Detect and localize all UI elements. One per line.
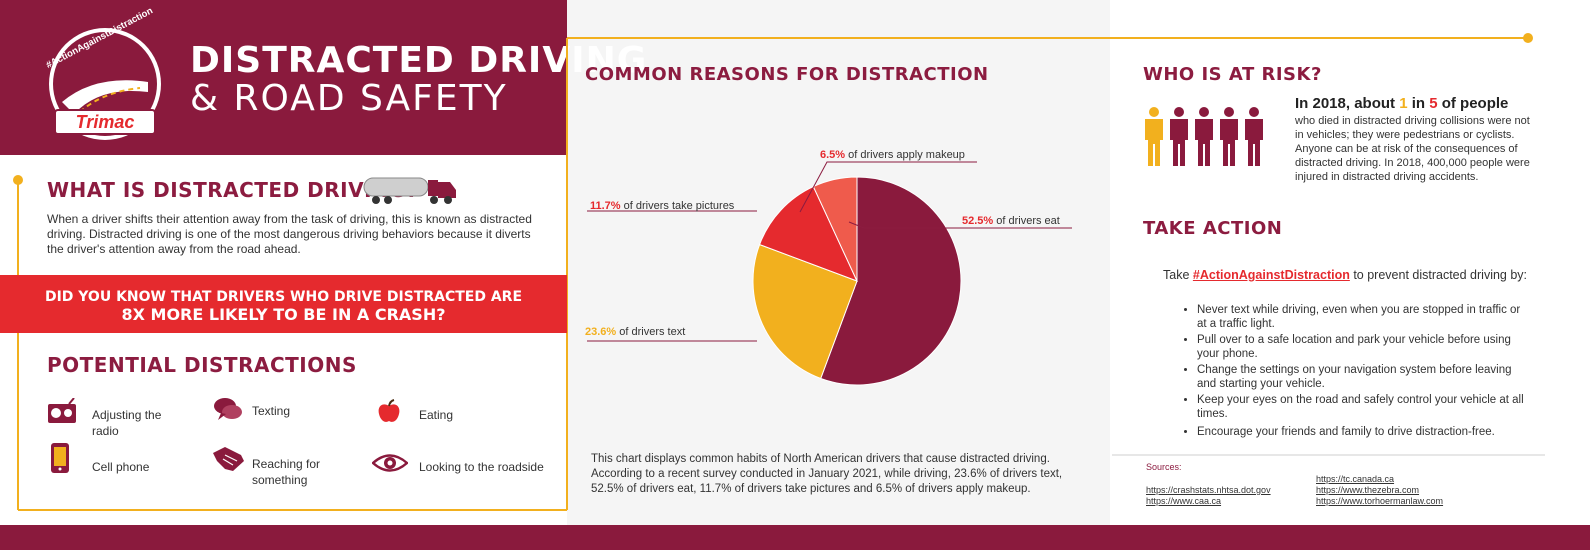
phone-icon	[51, 443, 69, 473]
pie-label-eat-pct: 52.5%	[962, 215, 994, 227]
pie-label-makeup-text: of drivers apply makeup	[848, 149, 965, 161]
action-intro: Take #ActionAgainstDistraction to preven…	[1163, 268, 1527, 282]
logo-brand: Trimac	[75, 112, 135, 132]
risk-stat-num1: 1	[1399, 95, 1408, 112]
action-intro-post: to prevent distracted driving by:	[1349, 268, 1528, 282]
person-icon	[1195, 107, 1213, 166]
action-list: Never text while driving, even when you …	[1183, 303, 1533, 439]
action-item: Never text while driving, even when you …	[1197, 303, 1533, 331]
person-icon	[1245, 107, 1263, 166]
eye-icon	[372, 454, 408, 472]
sources-label: Sources:	[1146, 462, 1182, 472]
person-icon	[1145, 107, 1163, 166]
action-heading: TAKE ACTION	[1143, 218, 1283, 239]
source-link[interactable]: https://www.caa.ca	[1146, 496, 1222, 506]
action-item: Encourage your friends and family to dri…	[1197, 425, 1533, 439]
what-is-body: When a driver shifts their attention awa…	[47, 212, 532, 256]
hand-icon	[213, 447, 244, 471]
pie-label-text-text: of drivers text	[619, 326, 686, 338]
banner-line1: DID YOU KNOW THAT DRIVERS WHO DRIVE DIST…	[44, 289, 523, 305]
page-title-line2: & ROAD SAFETY	[190, 78, 508, 119]
risk-stat-post: of people	[1437, 95, 1509, 112]
source-link[interactable]: https://crashstats.nhtsa.dot.gov	[1146, 485, 1271, 495]
action-hashtag-link[interactable]: #ActionAgainstDistraction	[1192, 268, 1350, 282]
distraction-label-phone: Cell phone	[92, 460, 150, 474]
pie-label-pictures-pct: 11.7%	[590, 200, 621, 212]
pie-label-text: 23.6% of drivers text	[585, 326, 685, 338]
pie-slice-eat	[820, 176, 962, 386]
distraction-label-radio: Adjusting the radio	[92, 408, 162, 438]
distraction-label-texting: Texting	[252, 404, 291, 418]
pie-label-text-pct: 23.6%	[585, 326, 617, 338]
tanker-truck-icon	[363, 177, 456, 204]
risk-stat-num2: 5	[1429, 95, 1438, 112]
pie-label-pictures: 11.7% of drivers take pictures	[590, 200, 734, 212]
risk-stat: In 2018, about 1 in 5 of people	[1295, 95, 1508, 112]
distraction-label-eating: Eating	[419, 408, 454, 422]
source-link[interactable]: https://www.thezebra.com	[1316, 485, 1420, 495]
radio-icon	[48, 398, 76, 423]
pie-leader-lines	[587, 161, 1072, 342]
pie-label-pictures-text: of drivers take pictures	[623, 200, 735, 212]
action-item: Pull over to a safe location and park yo…	[1197, 333, 1533, 361]
person-icon	[1220, 107, 1238, 166]
pie-slice-pictures	[758, 185, 858, 282]
source-link[interactable]: https://www.torhoermanlaw.com	[1316, 496, 1444, 506]
action-item: Change the settings on your navigation s…	[1197, 363, 1533, 391]
distraction-label-roadside: Looking to the roadside	[419, 460, 544, 474]
banner-line2: 8X MORE LIKELY TO BE IN A CRASH?	[121, 305, 446, 324]
source-link[interactable]: https://tc.canada.ca	[1316, 474, 1395, 484]
apple-icon	[378, 399, 400, 422]
pie-label-makeup-pct: 6.5%	[820, 149, 846, 161]
chart-title: COMMON REASONS FOR DISTRACTION	[585, 64, 989, 85]
speech-bubbles-icon	[214, 398, 242, 420]
crash-fact-banner	[0, 275, 567, 333]
person-icon	[1170, 107, 1188, 166]
risk-body: who died in distracted driving collision…	[1295, 115, 1530, 183]
risk-heading: WHO IS AT RISK?	[1143, 64, 1322, 85]
pie-slice-text	[752, 243, 858, 380]
what-is-heading: WHAT IS DISTRACTED DRIVING?	[47, 178, 419, 202]
pie-chart	[752, 176, 962, 386]
footer-bar	[0, 525, 1590, 550]
people-icons	[1145, 107, 1263, 166]
action-intro-pre: Take	[1163, 268, 1193, 282]
page-title-line1: DISTRACTED DRIVING	[190, 40, 648, 81]
risk-stat-mid: in	[1407, 95, 1430, 112]
potential-heading: POTENTIAL DISTRACTIONS	[47, 353, 357, 377]
risk-stat-pre: In 2018, about	[1295, 95, 1400, 112]
pie-label-eat: 52.5% of drivers eat	[962, 215, 1060, 227]
trimac-logo	[49, 28, 161, 140]
pie-label-eat-text: of drivers eat	[996, 215, 1060, 227]
pie-label-makeup: 6.5% of drivers apply makeup	[820, 149, 965, 161]
distraction-label-reaching: Reaching for something	[252, 457, 321, 487]
action-item: Keep your eyes on the road and safely co…	[1197, 393, 1533, 421]
chart-caption: This chart displays common habits of Nor…	[591, 453, 1063, 495]
